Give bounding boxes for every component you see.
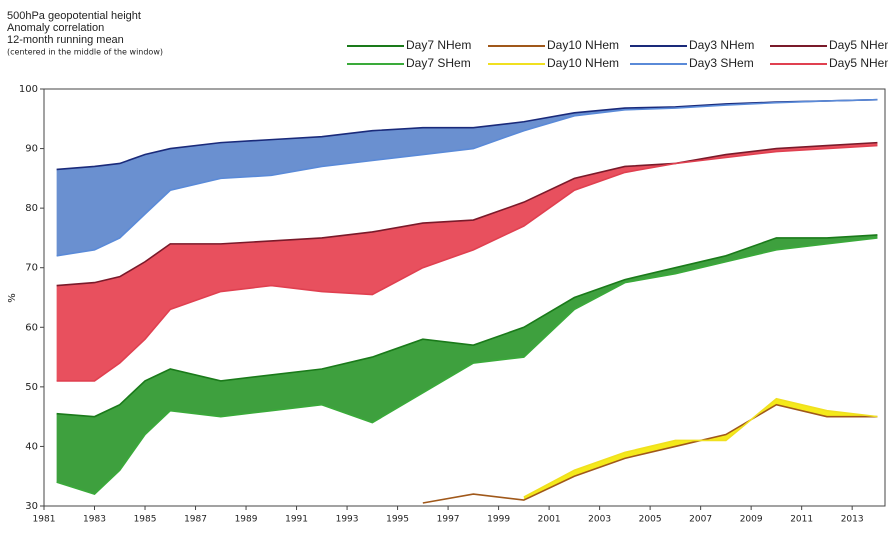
x-tick-label: 2001 — [538, 515, 561, 525]
chart-title: 12-month running mean — [7, 34, 124, 46]
y-axis-label: % — [7, 293, 18, 303]
series-line — [56, 234, 878, 418]
chart-subtitle: (centered in the middle of the window) — [7, 48, 163, 57]
x-tick-label: 2007 — [689, 515, 712, 525]
legend-label: Day5 NHem — [829, 38, 888, 52]
y-tick-label: 40 — [25, 441, 38, 452]
chart-title: 500hPa geopotential height — [7, 10, 141, 22]
x-tick-label: 1997 — [437, 515, 460, 525]
x-tick-label: 1985 — [134, 515, 157, 525]
y-tick-label: 80 — [25, 203, 38, 214]
x-tick-label: 2011 — [790, 515, 813, 525]
y-tick-label: 50 — [25, 382, 38, 393]
x-tick-label: 1999 — [487, 515, 510, 525]
y-tick-label: 90 — [25, 144, 38, 155]
plot-area — [56, 98, 878, 504]
x-tick-label: 1991 — [285, 515, 308, 525]
x-tick-label: 1981 — [33, 515, 56, 525]
legend-label: Day10 NHem — [547, 56, 619, 70]
legend-label: Day3 SHem — [689, 56, 754, 70]
series-line — [523, 397, 878, 498]
x-tick-label: 1983 — [83, 515, 106, 525]
x-tick-label: 2003 — [588, 515, 611, 525]
legend-label: Day3 NHem — [689, 38, 754, 52]
legend-label: Day7 SHem — [406, 56, 471, 70]
y-tick-label: 60 — [25, 322, 38, 333]
x-tick-label: 2013 — [841, 515, 864, 525]
legend-label: Day5 NHem — [829, 56, 888, 70]
legend-label: Day10 NHem — [547, 38, 619, 52]
x-tick-label: 1989 — [235, 515, 258, 525]
series-line — [56, 144, 878, 382]
y-tick-label: 30 — [25, 501, 38, 512]
y-tick-label: 100 — [19, 84, 38, 95]
series-line — [56, 98, 878, 257]
series-line — [56, 237, 878, 495]
plot-frame — [43, 88, 886, 507]
x-tick-label: 2009 — [740, 515, 763, 525]
x-tick-label: 2005 — [639, 515, 662, 525]
series-line — [56, 98, 878, 171]
x-tick-label: 1993 — [336, 515, 359, 525]
legend-label: Day7 NHem — [406, 38, 471, 52]
x-tick-label: 1987 — [184, 515, 207, 525]
band-fill — [56, 234, 878, 495]
y-tick-label: 70 — [25, 263, 38, 274]
band-fill — [523, 398, 878, 501]
series-line — [422, 403, 878, 504]
x-tick-label: 1995 — [386, 515, 409, 525]
series-line — [56, 141, 878, 287]
band-fill — [56, 142, 878, 381]
chart-title: Anomaly correlation — [7, 22, 104, 34]
